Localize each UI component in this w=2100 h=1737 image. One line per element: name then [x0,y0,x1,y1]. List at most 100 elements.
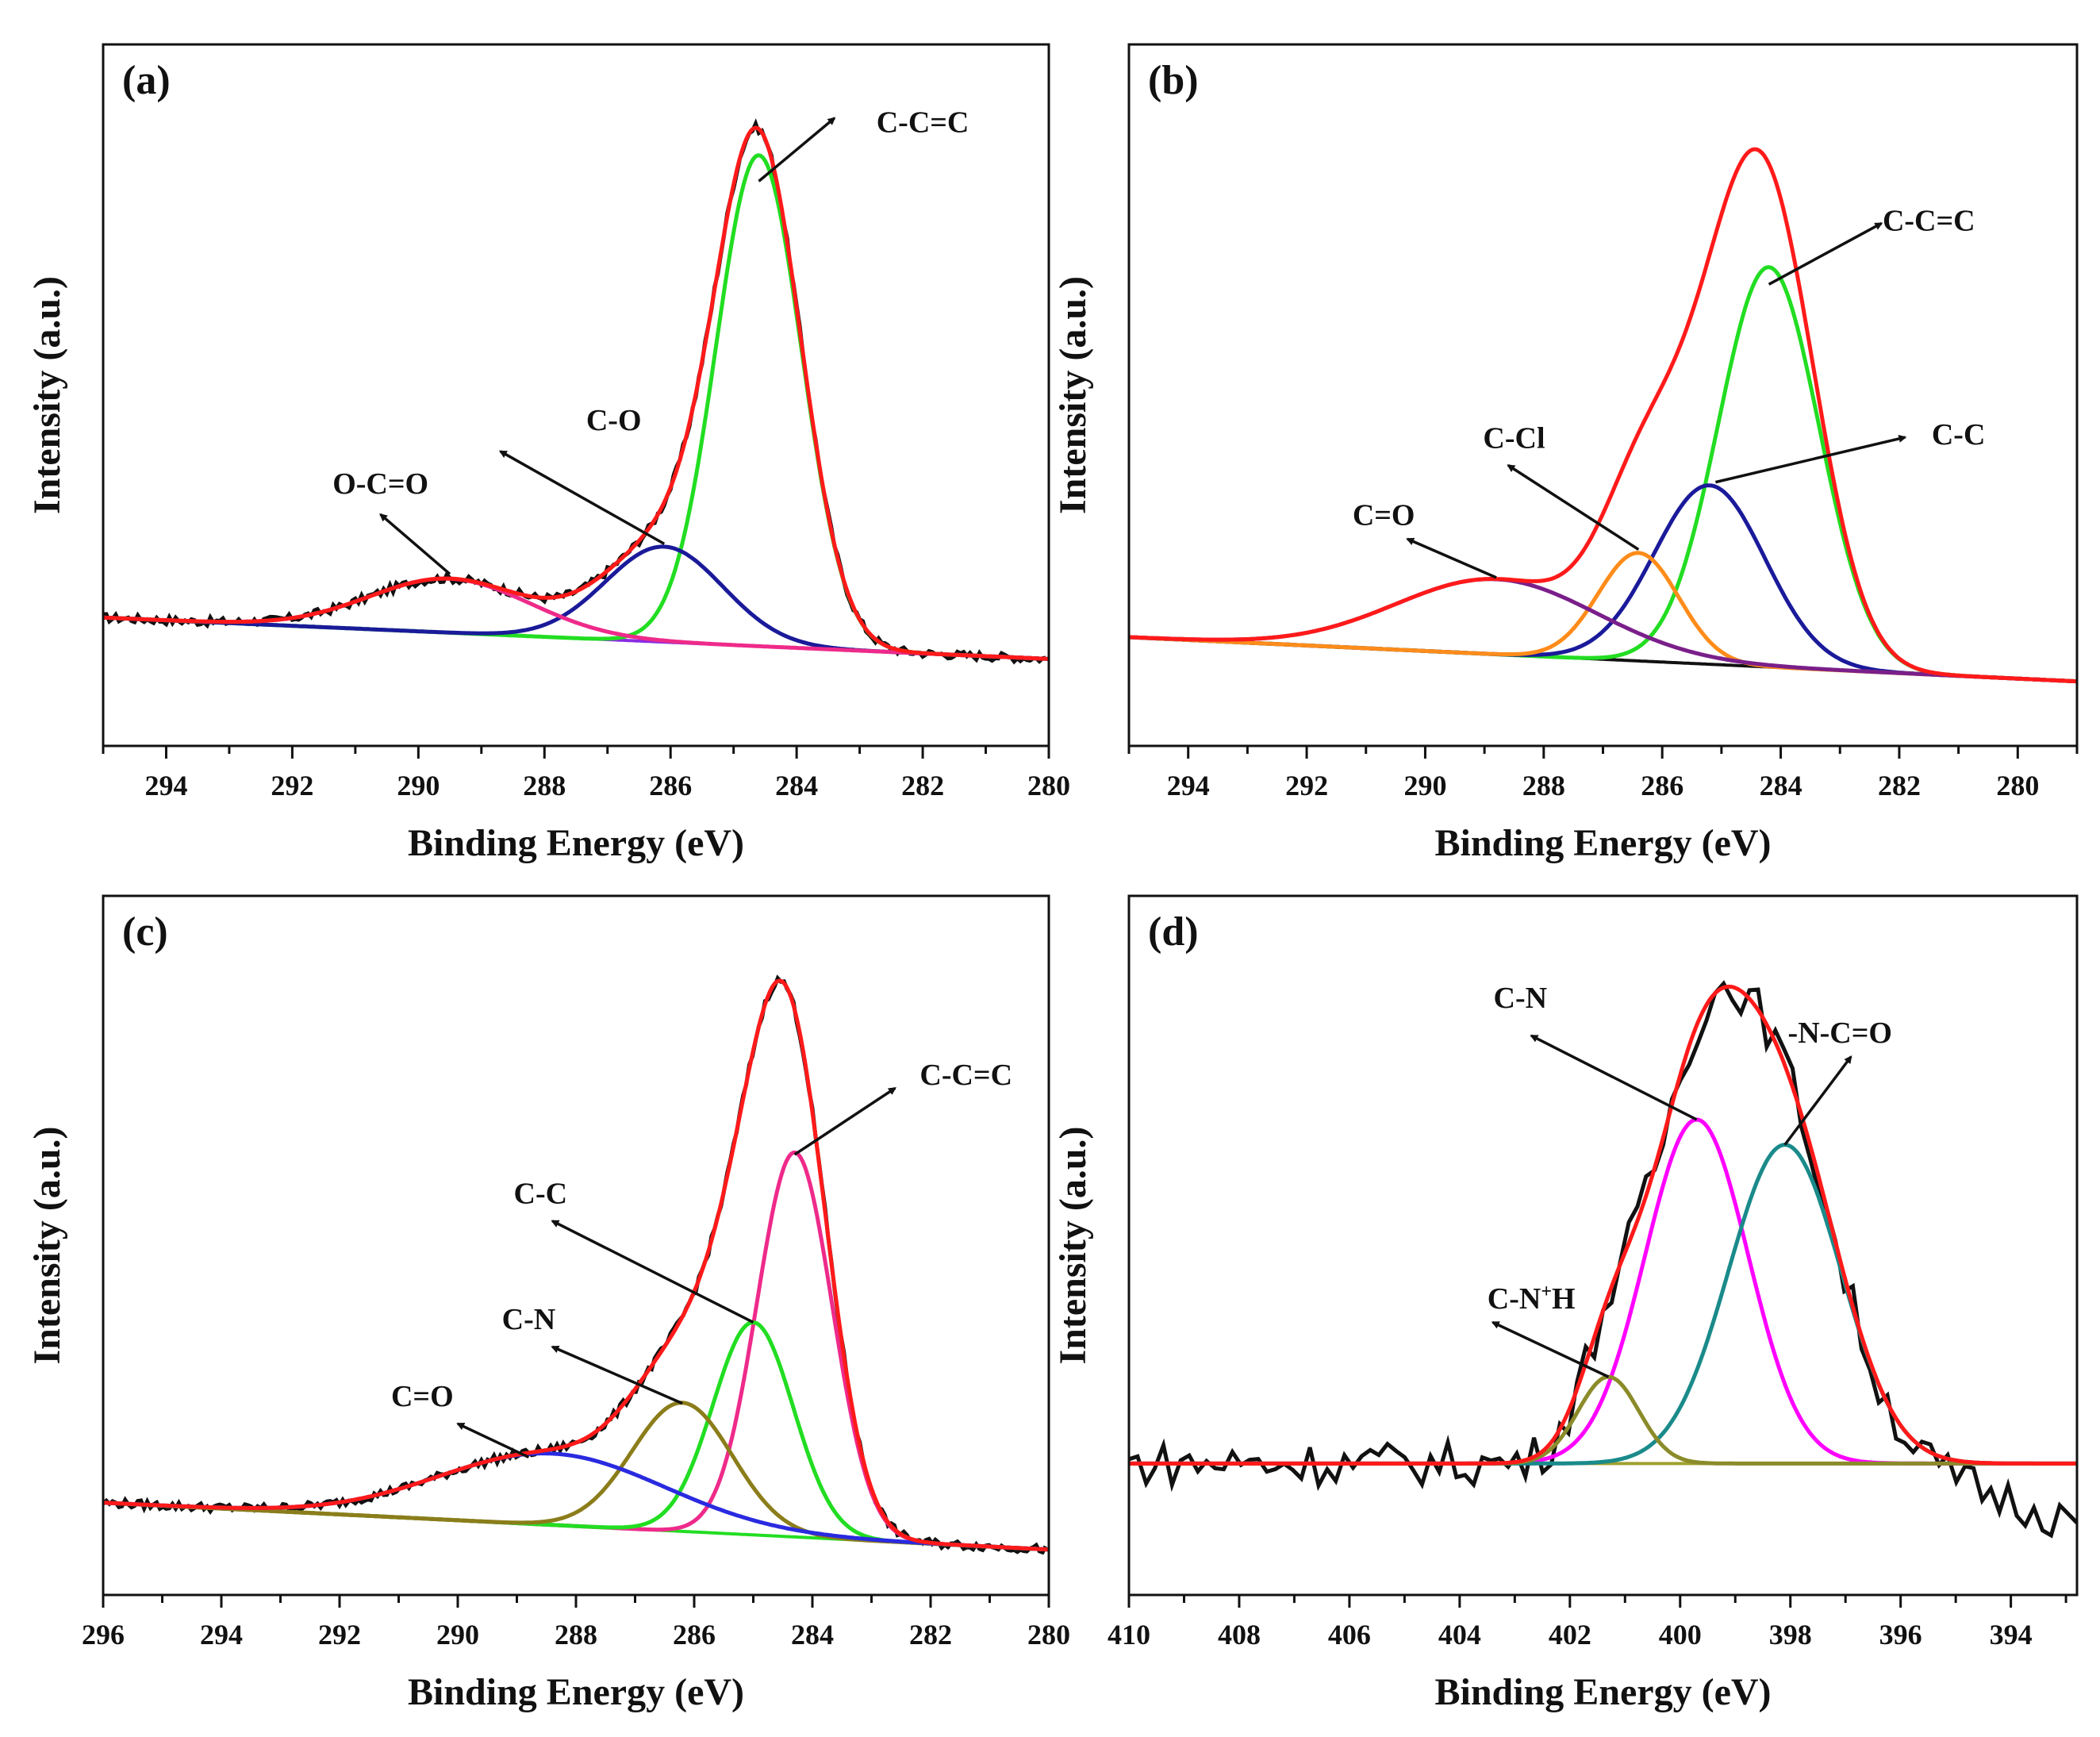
chart-panel-b: 294 292 290 288 286 284 282 280 Binding Energy (… [1052,43,2079,864]
annotation-text: C-O [586,404,642,437]
annotation-label: C-Cl [1483,421,1545,455]
annotation-text: C-C [514,1178,568,1211]
annotation-superscript: + [1541,1282,1552,1302]
x-tick-label: 284 [1760,770,1802,801]
x-tick-label: 290 [397,770,440,801]
x-tick-label: 408 [1218,1619,1261,1651]
plot-area [1129,147,2077,684]
envelope-fit-line [1129,147,2077,684]
annotation-arrow [1715,435,1907,484]
plot-frame [1127,43,2079,747]
x-tick-label: 396 [1879,1619,1922,1651]
x-axis-label: Binding Energy (eV) [1434,1671,1771,1713]
annotation-label: C-C=C [877,106,969,140]
annotation-label: -N-C=O [1788,1016,1892,1050]
annotation-label: C-C=C [919,1059,1012,1092]
panel-letter: (c) [122,909,168,955]
y-axis-label: Intensity (a.u.) [26,276,68,514]
y-axis-label: Intensity (a.u.) [1052,1126,1094,1364]
annotation-text: O-C=O [332,467,428,501]
peak-c-c-c-line [1129,265,2077,684]
x-tick-label: 294 [1167,770,1210,801]
annotation-arrow [758,117,836,183]
annotation-text: C-Cl [1483,421,1545,455]
x-tick-label: 292 [318,1619,361,1651]
x-tick-label: 288 [555,1619,597,1651]
y-axis-label: Intensity (a.u.) [1052,276,1094,514]
plot-frame [102,894,1050,1597]
annotation-label: C=O [1353,499,1415,532]
x-tick-label: 282 [901,770,944,801]
peak-c-o-line [103,544,1049,661]
annotation-label: C-N+H [1488,1282,1576,1316]
plot-frame [1127,894,2079,1597]
annotation-arrow [1491,1320,1610,1378]
x-tick-label: 284 [791,1619,834,1651]
x-tick-label: 290 [1403,770,1446,801]
x-tick-label: 296 [82,1619,125,1651]
x-tick-label: 394 [1990,1619,2033,1651]
x-axis-label: Binding Energy (eV) [408,822,744,864]
x-tick-label: 398 [1769,1619,1812,1651]
x-tick-label: 294 [200,1619,243,1651]
annotation-text: C-C [1932,418,1986,452]
chart-panel-d: 410 408 406 404 402 400 398 396 394 Binding Energ… [1052,894,2079,1713]
x-tick-label: 284 [775,770,818,801]
envelope-fit-line [103,978,1049,1552]
annotation-text: C-N [1488,1282,1541,1316]
panel-letter: (b) [1148,58,1199,103]
peak--n-c-o-line [1129,1143,2077,1466]
annotation-label: C-C [514,1178,568,1211]
x-tick-label: 288 [1522,770,1565,801]
annotation-text: C-C=C [1883,204,1975,237]
annotation-label: C-O [586,404,642,437]
annotation-arrow [1406,537,1497,579]
envelope-fit-line [1129,984,2077,1466]
x-tick-label: 282 [909,1619,952,1651]
plot-area [1129,980,2077,1539]
y-axis-label: Intensity (a.u.) [26,1126,68,1364]
x-tick-label: 280 [1027,1619,1070,1651]
plot-area [103,974,1049,1555]
x-tick-label: 406 [1328,1619,1371,1651]
annotation-arrow [1783,1055,1852,1146]
annotation-suffix: H [1552,1282,1576,1316]
plot-area [103,117,1049,665]
annotation-label: C-C [1932,418,1986,452]
x-tick-label: 280 [1996,770,2039,801]
annotation-arrow [379,513,451,575]
annotation-text: -N-C=O [1788,1016,1892,1050]
annotation-arrow [551,1220,754,1324]
annotation-label: C-C=C [1883,204,1975,237]
annotation-arrow [793,1086,896,1156]
annotation-text: C-C=C [877,106,969,140]
annotation-text: C-N [1494,982,1548,1015]
annotation-arrow [1530,1034,1698,1121]
annotation-label: O-C=O [332,467,428,501]
annotation-label: C-N [1494,982,1548,1015]
x-tick-label: 282 [1878,770,1921,801]
envelope-fit-line [103,125,1049,661]
panel-letter: (a) [122,58,171,103]
x-tick-label: 400 [1659,1619,1702,1651]
peak-c-n-line [1129,1117,2077,1466]
x-tick-label: 402 [1549,1619,1591,1651]
annotation-arrow [498,450,666,545]
x-tick-label: 404 [1438,1619,1481,1651]
annotation-arrow [1507,463,1640,551]
annotation-text: C-N [502,1303,556,1336]
annotation-label: C=O [391,1380,454,1413]
x-tick-label: 280 [1027,770,1070,801]
annotation-arrow [456,1422,530,1459]
chart-panel-a: 294 292 290 288 286 284 282 280 Binding Energy (… [26,43,1070,864]
x-tick-label: 286 [649,770,692,801]
panel-letter: (d) [1148,909,1199,955]
annotation-text: C-C=C [919,1059,1012,1092]
x-tick-label: 286 [1641,770,1683,801]
x-axis-label: Binding Energy (eV) [1434,822,1771,864]
x-tick-label: 294 [144,770,187,801]
annotation-arrow [1768,221,1883,286]
chart-panel-c: 296 294 292 290 288 286 284 282 280 Binding Energ… [26,894,1070,1713]
x-tick-label: 292 [1285,770,1328,801]
